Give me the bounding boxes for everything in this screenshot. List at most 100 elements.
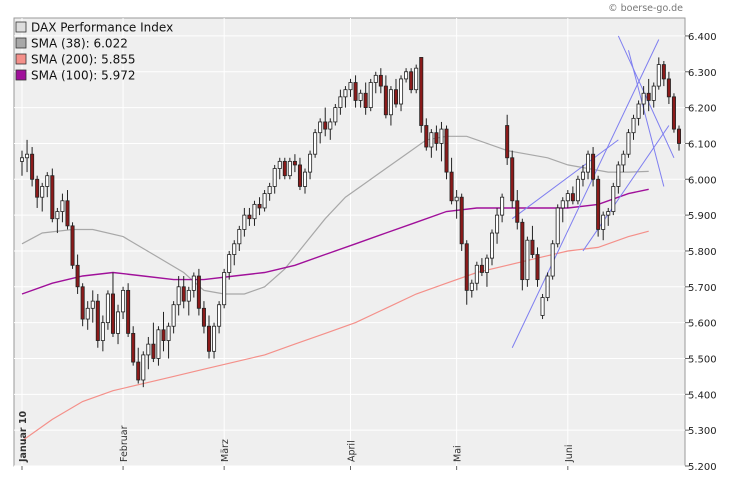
candle bbox=[252, 200, 257, 226]
candle-body bbox=[141, 354, 146, 381]
candle bbox=[136, 347, 141, 384]
candle-body bbox=[343, 89, 348, 98]
candle bbox=[444, 125, 449, 180]
candle bbox=[434, 125, 439, 151]
candle-body bbox=[414, 67, 419, 91]
y-tick-label: 6.100 bbox=[688, 139, 717, 150]
candle-body bbox=[606, 211, 611, 216]
candle bbox=[176, 276, 181, 316]
candle-body bbox=[636, 103, 641, 119]
candle bbox=[55, 207, 60, 234]
candle bbox=[520, 218, 525, 291]
candle-body bbox=[297, 164, 302, 187]
candle bbox=[75, 254, 80, 294]
candle bbox=[95, 293, 100, 348]
candle bbox=[429, 129, 434, 158]
candle-body bbox=[591, 153, 596, 180]
candle-body bbox=[651, 85, 656, 101]
candle-body bbox=[353, 82, 358, 101]
candle-body bbox=[267, 186, 272, 195]
candle bbox=[474, 261, 479, 291]
candle bbox=[424, 118, 429, 151]
candle-body bbox=[515, 200, 520, 223]
candle bbox=[237, 225, 242, 251]
candle bbox=[666, 71, 671, 105]
candle-body bbox=[500, 196, 505, 216]
candle-body bbox=[490, 232, 495, 259]
candle-body bbox=[383, 85, 388, 116]
trendline bbox=[511, 39, 660, 348]
candle bbox=[646, 78, 651, 112]
candle-body bbox=[30, 153, 35, 180]
candle bbox=[591, 147, 596, 187]
candle bbox=[641, 86, 646, 115]
y-tick-label: 5.500 bbox=[688, 354, 717, 365]
candle bbox=[671, 93, 676, 133]
candle-body bbox=[65, 200, 70, 227]
candle-body bbox=[449, 171, 454, 202]
x-axis: Januar 10 Februar März April Mai Juni bbox=[18, 411, 575, 470]
candle bbox=[40, 182, 45, 212]
candle-body bbox=[661, 64, 666, 80]
candle-body bbox=[247, 214, 252, 220]
x-tick-label: März bbox=[220, 439, 231, 462]
candle bbox=[116, 304, 121, 345]
candle bbox=[459, 193, 464, 251]
candle-body bbox=[631, 117, 636, 134]
y-tick-label: 6.000 bbox=[688, 175, 717, 186]
trendlines bbox=[511, 35, 675, 348]
candle bbox=[580, 164, 585, 187]
x-tick-label: Februar bbox=[119, 425, 130, 462]
candle bbox=[515, 190, 520, 230]
candle bbox=[626, 129, 631, 158]
legend-label: SMA (200): 5.855 bbox=[31, 53, 135, 67]
candle bbox=[242, 207, 247, 237]
candle-body bbox=[404, 71, 409, 80]
candle bbox=[555, 204, 560, 248]
candle-body bbox=[338, 96, 343, 108]
candle-body bbox=[646, 92, 651, 101]
candle bbox=[348, 78, 353, 97]
candle-body bbox=[550, 243, 555, 277]
candle bbox=[545, 272, 550, 302]
plot-area bbox=[13, 17, 686, 467]
candle-body bbox=[116, 311, 121, 334]
candle bbox=[586, 150, 591, 180]
candle bbox=[161, 311, 166, 352]
candle-body bbox=[287, 160, 292, 177]
candle bbox=[262, 190, 267, 212]
candle bbox=[100, 315, 105, 352]
candle-body bbox=[292, 160, 297, 166]
candle-body bbox=[95, 300, 100, 341]
candle bbox=[247, 207, 252, 226]
candle-body bbox=[191, 275, 196, 291]
candle bbox=[535, 247, 540, 287]
y-tick-label: 5.300 bbox=[688, 426, 717, 437]
candle-body bbox=[206, 325, 211, 352]
y-tick-label: 5.400 bbox=[688, 390, 717, 401]
candle bbox=[282, 157, 287, 180]
candle-body bbox=[171, 304, 176, 327]
candle bbox=[85, 301, 90, 330]
candle bbox=[267, 182, 272, 201]
candle-body bbox=[444, 128, 449, 173]
candle-body bbox=[323, 121, 328, 130]
candle bbox=[631, 114, 636, 140]
candle-body bbox=[409, 71, 414, 91]
candle-body bbox=[555, 207, 560, 245]
candle-body bbox=[75, 264, 80, 288]
candle bbox=[677, 125, 682, 151]
candle bbox=[363, 82, 368, 115]
trendline bbox=[511, 139, 619, 220]
candle bbox=[70, 222, 75, 269]
candle bbox=[358, 89, 363, 108]
candle bbox=[181, 276, 186, 309]
candle-body bbox=[454, 196, 459, 202]
candle-body bbox=[55, 211, 60, 220]
candle bbox=[121, 286, 126, 320]
candle bbox=[333, 104, 338, 126]
candle-body bbox=[156, 329, 161, 359]
candle bbox=[35, 175, 40, 208]
x-tick-label: Januar 10 bbox=[18, 411, 29, 463]
